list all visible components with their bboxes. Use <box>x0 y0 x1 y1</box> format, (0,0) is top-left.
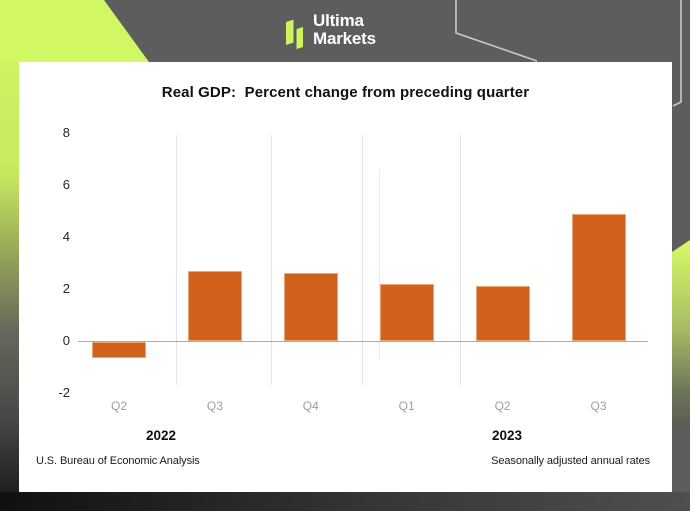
bar-Q2-2022 <box>92 342 146 358</box>
ultima-markets-logo-icon <box>286 19 303 49</box>
y-tick-label: 6 <box>62 177 70 192</box>
gridline <box>362 135 363 385</box>
year-label-2022: 2022 <box>145 428 177 443</box>
chart-title: Real GDP: Percent change from preceding … <box>161 84 530 101</box>
zero-axis-line <box>78 341 648 342</box>
brand-name-line1: Ultima <box>313 11 364 30</box>
year-label-2023: 2023 <box>491 428 523 443</box>
bar-Q1-2023 <box>379 283 434 341</box>
y-tick-label: 2 <box>62 281 70 296</box>
lime-corner-wedge <box>0 0 149 62</box>
bar-Q3-2023 <box>571 213 626 341</box>
bar-Q2-2023 <box>475 286 530 341</box>
gridline <box>460 135 461 385</box>
x-tick-label: Q1 <box>398 399 415 413</box>
x-tick-label: Q2 <box>110 399 127 413</box>
hexagon-outline-icon <box>455 0 538 62</box>
lime-right-wedge <box>672 240 690 430</box>
gridline <box>176 135 177 385</box>
x-tick-label: Q3 <box>206 399 223 413</box>
x-tick-label: Q3 <box>590 399 607 413</box>
y-tick-label: 4 <box>62 229 70 244</box>
source-note: U.S. Bureau of Economic Analysis <box>36 455 200 467</box>
x-tick-label: Q4 <box>302 399 319 413</box>
footnotes: U.S. Bureau of Economic Analysis Seasona… <box>19 455 672 467</box>
y-tick-label: 8 <box>62 125 70 140</box>
y-tick-label: -2 <box>58 385 70 400</box>
x-tick-label: Q2 <box>494 399 511 413</box>
brand-name: Ultima Markets <box>313 12 376 47</box>
hexagon-outline-icon <box>672 0 682 107</box>
brand-name-line2: Markets <box>313 28 376 48</box>
chart-panel: Real GDP: Percent change from preceding … <box>19 62 672 492</box>
left-edge-gradient <box>0 0 19 511</box>
gridline <box>271 135 272 385</box>
bar-Q3-2022 <box>187 270 242 341</box>
y-tick-label: 0 <box>62 333 70 348</box>
year-divider-gridline <box>379 170 380 360</box>
ultima-markets-logo: Ultima Markets <box>286 12 376 49</box>
bottom-band <box>0 492 690 511</box>
adjustment-note: Seasonally adjusted annual rates <box>491 455 650 467</box>
bar-Q4-2022 <box>283 273 338 341</box>
